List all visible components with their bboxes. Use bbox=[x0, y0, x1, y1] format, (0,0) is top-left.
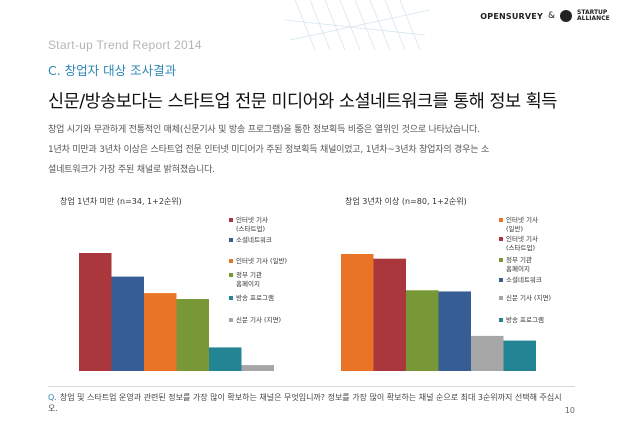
legend-swatch bbox=[499, 318, 503, 322]
legend-label-line: 인터넷 기사 bbox=[236, 216, 268, 224]
legend-label-line: (스타트업) bbox=[506, 244, 535, 252]
chart-2-legend-item: 정부 기관 홈페이지 bbox=[499, 256, 532, 274]
chart-1-bar-6 bbox=[241, 365, 274, 371]
legend-label-line: 인터넷 기사 bbox=[506, 216, 538, 224]
legend-label: 소셜네트워크 bbox=[236, 236, 272, 245]
survey-question: Q. 창업 및 스타트업 운영과 관련된 정보를 가장 많이 확보하는 채널은 무… bbox=[48, 392, 563, 414]
legend-label: 정부 기관 홈페이지 bbox=[236, 271, 262, 289]
legend-swatch bbox=[499, 218, 503, 222]
description-paragraph: 창업 시기와 무관하게 전통적인 매체(신문기사 및 방송 프로그램)을 통한 … bbox=[48, 120, 588, 180]
page-headline: 신문/방송보다는 스타트업 전문 미디어와 소셜네트워크를 통해 정보 획득 bbox=[48, 92, 557, 112]
chart-1-bar-3 bbox=[144, 293, 177, 371]
chart-2-bar-6 bbox=[503, 340, 536, 371]
question-label: Q. bbox=[48, 393, 57, 402]
chart-2-legend-item: 소셜네트워크 bbox=[499, 276, 542, 285]
legend-label-line: 홈페이지 bbox=[506, 265, 530, 273]
legend-swatch bbox=[499, 278, 503, 282]
decorative-lines-graphic bbox=[285, 0, 431, 51]
chart-1-legend-item: 방송 프로그램 bbox=[229, 294, 274, 303]
chart-2-bar-2 bbox=[373, 258, 406, 371]
chart-1-legend-item: 신문 기사 (지면) bbox=[229, 316, 281, 325]
chart-2-bar-4 bbox=[438, 291, 471, 371]
legend-label-line: 소셜네트워크 bbox=[236, 236, 272, 244]
chart-1-legend-item: 정부 기관 홈페이지 bbox=[229, 271, 262, 289]
legend-label-line: 신문 기사 (지면) bbox=[506, 294, 552, 302]
legend-label-line: (일반) bbox=[506, 225, 524, 233]
question-text: 창업 및 스타트업 운영과 관련된 정보를 가장 많이 확보하는 채널은 무엇입… bbox=[48, 393, 562, 413]
chart-2-legend-item: 인터넷 기사 (일반) bbox=[499, 216, 538, 234]
legend-label-line: 소셜네트워크 bbox=[506, 276, 542, 284]
description-line: 1년차 미만과 3년차 이상은 스타트업 전문 인터넷 미디어가 주된 정보획득… bbox=[48, 145, 490, 155]
chart-1-bar-5 bbox=[209, 347, 242, 371]
logo-separator: & bbox=[547, 11, 555, 21]
legend-label: 인터넷 기사 (일반) bbox=[506, 216, 538, 234]
chart-2-legend-item: 신문 기사 (지면) bbox=[499, 294, 551, 303]
legend-swatch bbox=[499, 258, 503, 262]
legend-swatch bbox=[229, 218, 233, 222]
description-line: 셜네트워크가 가장 주된 채널로 밝혀졌습니다. bbox=[48, 165, 215, 175]
legend-label: 방송 프로그램 bbox=[236, 294, 274, 303]
startup-alliance-logo-icon bbox=[560, 10, 572, 22]
legend-swatch bbox=[229, 238, 233, 242]
chart-1-title: 창업 1년차 미만 (n=34, 1+2순위) bbox=[60, 197, 182, 206]
legend-label-line: 인터넷 기사 (일반) bbox=[236, 257, 288, 265]
chart-2-bar-5 bbox=[471, 335, 504, 371]
legend-swatch bbox=[229, 273, 233, 277]
report-title: Start-up Trend Report 2014 bbox=[48, 38, 202, 52]
legend-label-line: 방송 프로그램 bbox=[506, 316, 544, 324]
legend-label: 신문 기사 (지면) bbox=[506, 294, 551, 303]
legend-label: 소셜네트워크 bbox=[506, 276, 542, 285]
chart-1-bar-4 bbox=[176, 299, 209, 371]
chart-1-legend-item: 인터넷 기사 (스타트업) bbox=[229, 216, 268, 234]
chart-2-legend-item: 인터넷 기사 (스타트업) bbox=[499, 235, 538, 253]
chart-2-bar-3 bbox=[406, 290, 439, 371]
legend-swatch bbox=[229, 296, 233, 300]
startup-alliance-logo: STARTUP ALLIANCE bbox=[577, 9, 610, 22]
header-logos: OPENSURVEY & STARTUP ALLIANCE bbox=[480, 9, 610, 22]
legend-label: 방송 프로그램 bbox=[506, 316, 544, 325]
section-title: C. 창업자 대상 조사결과 bbox=[48, 63, 177, 78]
legend-label: 정부 기관 홈페이지 bbox=[506, 256, 532, 274]
chart-2-bar-1 bbox=[341, 254, 374, 371]
description-line: 창업 시기와 무관하게 전통적인 매체(신문기사 및 방송 프로그램)을 통한 … bbox=[48, 125, 480, 135]
legend-label-line: 인터넷 기사 bbox=[506, 235, 538, 243]
legend-label-line: 방송 프로그램 bbox=[236, 294, 274, 302]
legend-label: 인터넷 기사 (스타트업) bbox=[236, 216, 268, 234]
chart-1-bar-1 bbox=[79, 253, 112, 371]
legend-label: 인터넷 기사 (스타트업) bbox=[506, 235, 538, 253]
chart-1-legend-item: 인터넷 기사 (일반) bbox=[229, 257, 287, 266]
legend-label-line: 홈페이지 bbox=[236, 280, 260, 288]
page-number: 10 bbox=[564, 406, 575, 415]
legend-label-line: 정부 기관 bbox=[506, 256, 532, 264]
chart-2-legend-item: 방송 프로그램 bbox=[499, 316, 544, 325]
chart-1-bar-2 bbox=[111, 276, 144, 371]
legend-swatch bbox=[229, 259, 233, 263]
legend-label-line: (스타트업) bbox=[236, 225, 265, 233]
chart-2-title: 창업 3년차 이상 (n=80, 1+2순위) bbox=[345, 197, 467, 206]
legend-swatch bbox=[499, 237, 503, 241]
legend-label: 신문 기사 (지면) bbox=[236, 316, 281, 325]
chart-1-legend-item: 소셜네트워크 bbox=[229, 236, 272, 245]
legend-label-line: 신문 기사 (지면) bbox=[236, 316, 282, 324]
opensurvey-logo: OPENSURVEY bbox=[480, 11, 543, 21]
legend-label: 인터넷 기사 (일반) bbox=[236, 257, 287, 266]
legend-swatch bbox=[499, 296, 503, 300]
footer-divider bbox=[48, 386, 575, 387]
legend-label-line: 정부 기관 bbox=[236, 271, 262, 279]
legend-swatch bbox=[229, 318, 233, 322]
